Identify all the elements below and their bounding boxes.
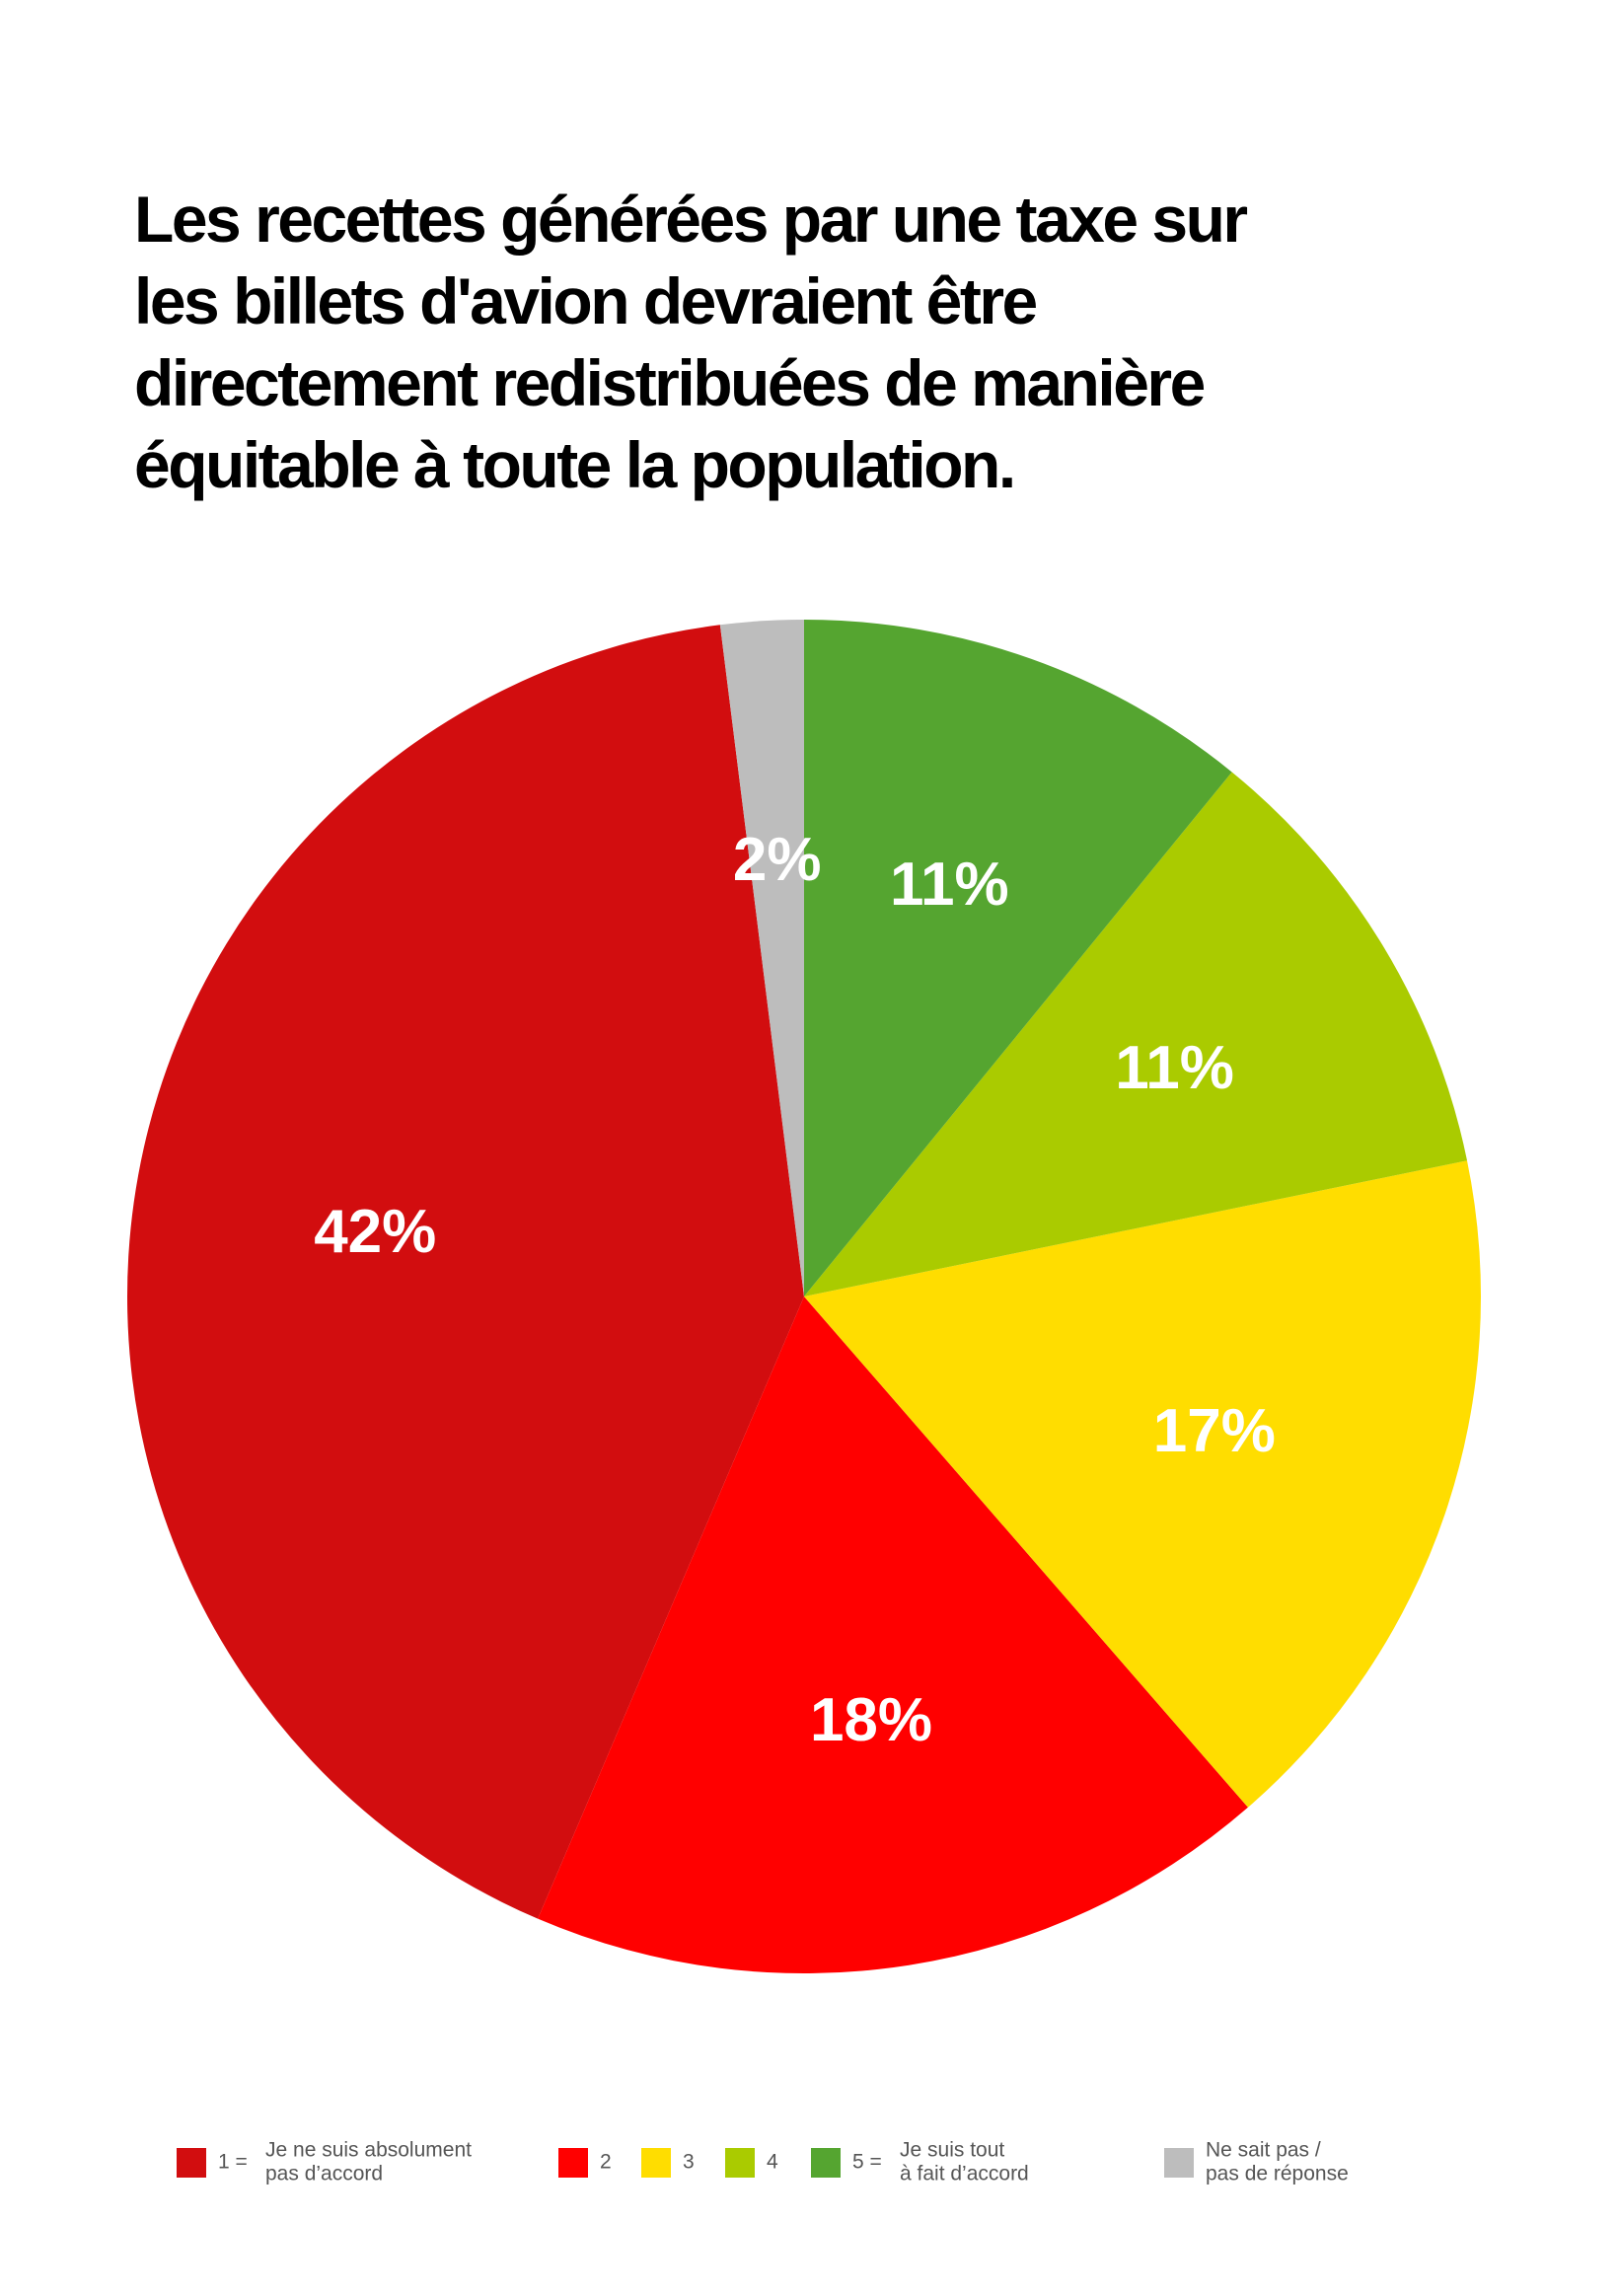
legend-label: Je ne suis absolument (265, 2139, 472, 2162)
legend-swatch (1164, 2148, 1194, 2178)
pie-slice (804, 772, 1468, 1296)
value-label: 17% (1153, 1397, 1276, 1465)
chart-title: directement redistribuées de manière (134, 346, 1205, 419)
legend-swatch (558, 2148, 588, 2178)
legend-key: 1 = (218, 2151, 248, 2174)
legend-label: pas d’accord (265, 2163, 383, 2185)
value-label: 2% (733, 826, 822, 894)
legend-key: 5 = (852, 2151, 882, 2174)
value-label: 18% (810, 1686, 932, 1754)
chart-title: Les recettes générées par une taxe sur (134, 183, 1247, 256)
legend-label: pas de réponse (1206, 2163, 1349, 2185)
chart-title: les billets d'avion devraient être (134, 264, 1037, 337)
legend-key: 4 (767, 2151, 778, 2174)
legend-label: à fait d’accord (900, 2163, 1029, 2185)
legend-swatch (811, 2148, 841, 2178)
chart-title: équitable à toute la population. (134, 428, 1014, 501)
pie-slice (538, 1296, 1248, 1973)
legend-label: Ne sait pas / (1206, 2139, 1321, 2162)
legend-label: Je suis tout (900, 2139, 1004, 2162)
legend-swatch (177, 2148, 206, 2178)
legend-swatch (641, 2148, 671, 2178)
pie-slice (804, 1160, 1482, 1808)
pie-slice (804, 620, 1232, 1296)
value-label: 11% (890, 851, 1009, 919)
pie-slice (719, 620, 804, 1296)
legend-key: 3 (683, 2151, 695, 2174)
legend-key: 2 (600, 2151, 612, 2174)
value-label: 42% (314, 1198, 436, 1266)
pie-slice (126, 625, 804, 1919)
value-label: 11% (1115, 1034, 1234, 1102)
legend-swatch (725, 2148, 755, 2178)
